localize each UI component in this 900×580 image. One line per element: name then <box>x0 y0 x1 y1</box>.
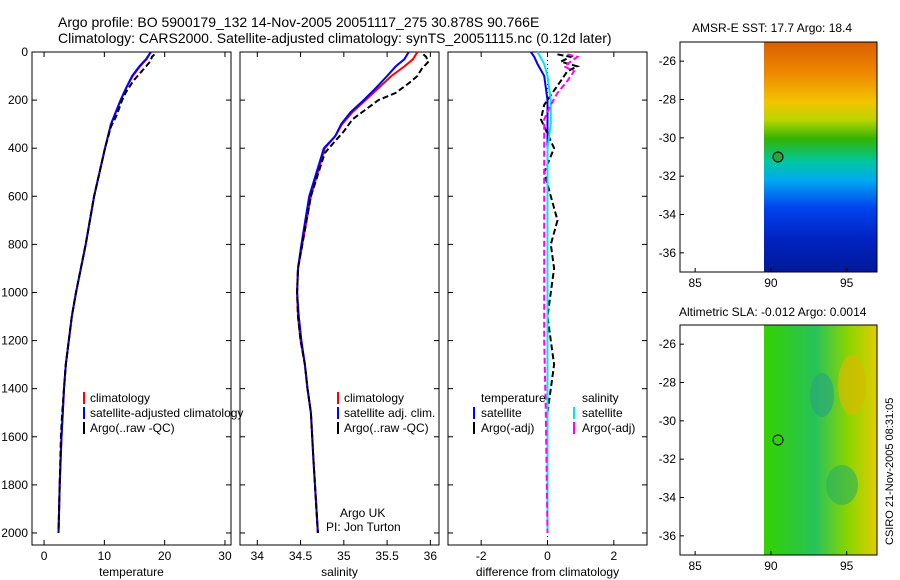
x-tick-label: 90 <box>764 276 778 290</box>
y-tick-label: 1800 <box>1 478 28 492</box>
sst_map-frame <box>679 41 878 273</box>
y-tick-label: 600 <box>8 189 28 203</box>
difference-x-axis-label: difference from climatology <box>476 565 619 579</box>
x-tick-label: -2 <box>476 549 487 563</box>
legend-label-temp-argo: Argo(-adj) <box>481 421 534 435</box>
series-line-salinity-satellite <box>536 51 552 533</box>
x-tick-label: 85 <box>688 559 702 573</box>
sla-feature <box>838 355 866 415</box>
legend-label-climatology: climatology <box>344 391 404 405</box>
y-tick-label: 1000 <box>1 285 28 299</box>
x-tick-label: 36 <box>424 549 438 563</box>
salinity-panel: 34 34.5 35 35.5 36 salinity <box>239 51 440 579</box>
x-tick-label: 0 <box>41 549 48 563</box>
x-tick-label: 2 <box>610 549 617 563</box>
salinity-legend: climatology satellite adj. clim. Argo(..… <box>326 391 435 534</box>
series-line-argo-raw-qc- <box>296 53 430 534</box>
y-tick-label: 1400 <box>1 382 28 396</box>
series-line-argo-raw-qc- <box>57 53 156 534</box>
x-tick-label: 10 <box>98 549 112 563</box>
legend-header-temperature: temperature <box>481 391 546 405</box>
x-tick-label: 35.5 <box>375 549 399 563</box>
y-tick-label: -28 <box>659 93 677 107</box>
series-line-climatology <box>296 51 419 534</box>
temperature-x-axis-label: temperature <box>99 565 164 579</box>
y-tick-label: -36 <box>659 246 677 260</box>
x-tick-label: 35 <box>337 549 351 563</box>
annotation-line-1: Argo UK <box>340 506 385 520</box>
x-tick-label: 95 <box>840 559 854 573</box>
series-line-climatology <box>57 51 152 534</box>
y-tick-label: -26 <box>659 337 677 351</box>
series-line-temperature-argo-adj- <box>539 53 581 533</box>
sla-feature <box>826 465 858 505</box>
y-tick-label: 1200 <box>1 334 28 348</box>
y-tick-label: -28 <box>659 376 677 390</box>
sla-map-axes: 85 90 95 -26 -28 -30 -32 -34 -36 <box>659 324 878 573</box>
legend-label-sal-satellite: satellite <box>582 406 623 420</box>
y-tick-label: 1600 <box>1 430 28 444</box>
argo-position-marker <box>772 434 784 446</box>
sst-map-title: AMSR-E SST: 17.7 Argo: 18.4 <box>692 21 852 35</box>
y-tick-label: -32 <box>659 452 677 466</box>
x-tick-label: 95 <box>840 276 854 290</box>
x-tick-label: 90 <box>764 559 778 573</box>
temperature-panel: 0 10 20 30 0 200 400 600 800 1000 1200 1400 1600 1800… <box>1 45 232 579</box>
legend-header-salinity: salinity <box>582 391 619 405</box>
y-tick-label: -26 <box>659 54 677 68</box>
header: Argo profile: BO 5900179_132 14-Nov-2005… <box>58 14 612 46</box>
legend-label-climatology: climatology <box>90 391 150 405</box>
title-line-2: Climatology: CARS2000. Satellite-adjuste… <box>58 30 612 46</box>
y-tick-label: 200 <box>8 93 28 107</box>
x-tick-label: 20 <box>158 549 172 563</box>
annotation-line-2: PI: Jon Turton <box>326 520 401 534</box>
y-tick-label: 800 <box>8 237 28 251</box>
salinity-x-axis-label: salinity <box>321 565 358 579</box>
x-tick-label: 34 <box>251 549 265 563</box>
salinity-plot-frame <box>239 51 440 546</box>
difference-legend: temperature satellite Argo(-adj) salinit… <box>473 391 635 435</box>
series-line-salinity-argo-adj- <box>543 53 580 534</box>
y-tick-label: -34 <box>659 208 677 222</box>
y-tick-label: -32 <box>659 169 677 183</box>
legend-label-argo: Argo(..raw -QC) <box>344 421 429 435</box>
legend-label-temp-satellite: satellite <box>481 406 522 420</box>
y-tick-label: -34 <box>659 491 677 505</box>
x-tick-label: 85 <box>688 276 702 290</box>
sst-map-axes: 85 90 95 -26 -28 -30 -32 -34 -36 <box>659 41 878 290</box>
series-line-satellite-adjusted-climatology <box>57 51 152 534</box>
y-tick-label: -30 <box>659 131 677 145</box>
argo-position-marker <box>772 151 784 163</box>
temperature-legend: climatology satellite-adjusted climatolo… <box>83 391 243 435</box>
sst-map: AMSR-E SST: 17.7 Argo: 18.4 85 90 95 -26 -28… <box>659 21 878 290</box>
y-tick-label: -30 <box>659 414 677 428</box>
temperature-plot-frame <box>31 51 232 546</box>
x-tick-label: 0 <box>544 549 551 563</box>
sla-field <box>764 325 877 555</box>
sla_map-frame <box>679 324 878 556</box>
difference-panel: -2 0 2 difference from climatology <box>447 51 648 579</box>
sla-feature <box>810 373 834 417</box>
legend-label-satellite: satellite adj. clim. <box>344 406 435 420</box>
title-line-1: Argo profile: BO 5900179_132 14-Nov-2005… <box>58 14 539 30</box>
y-tick-label: 0 <box>21 45 28 59</box>
side-stamp: CSIRO 21-Nov-2005 08:31:05 <box>884 398 896 545</box>
legend-label-satellite: satellite-adjusted climatology <box>90 406 243 420</box>
y-tick-label: 2000 <box>1 526 28 540</box>
y-tick-label: 400 <box>8 141 28 155</box>
legend-label-argo: Argo(..raw -QC) <box>90 421 175 435</box>
x-tick-label: 34.5 <box>289 549 313 563</box>
sla-map-title: Altimetric SLA: -0.012 Argo: 0.0014 <box>679 305 867 319</box>
y-tick-label: -36 <box>659 529 677 543</box>
x-tick-label: 30 <box>218 549 232 563</box>
legend-label-sal-argo: Argo(-adj) <box>582 421 635 435</box>
sla-map: Altimetric SLA: -0.012 Argo: 0.0014 85 90… <box>659 305 878 573</box>
